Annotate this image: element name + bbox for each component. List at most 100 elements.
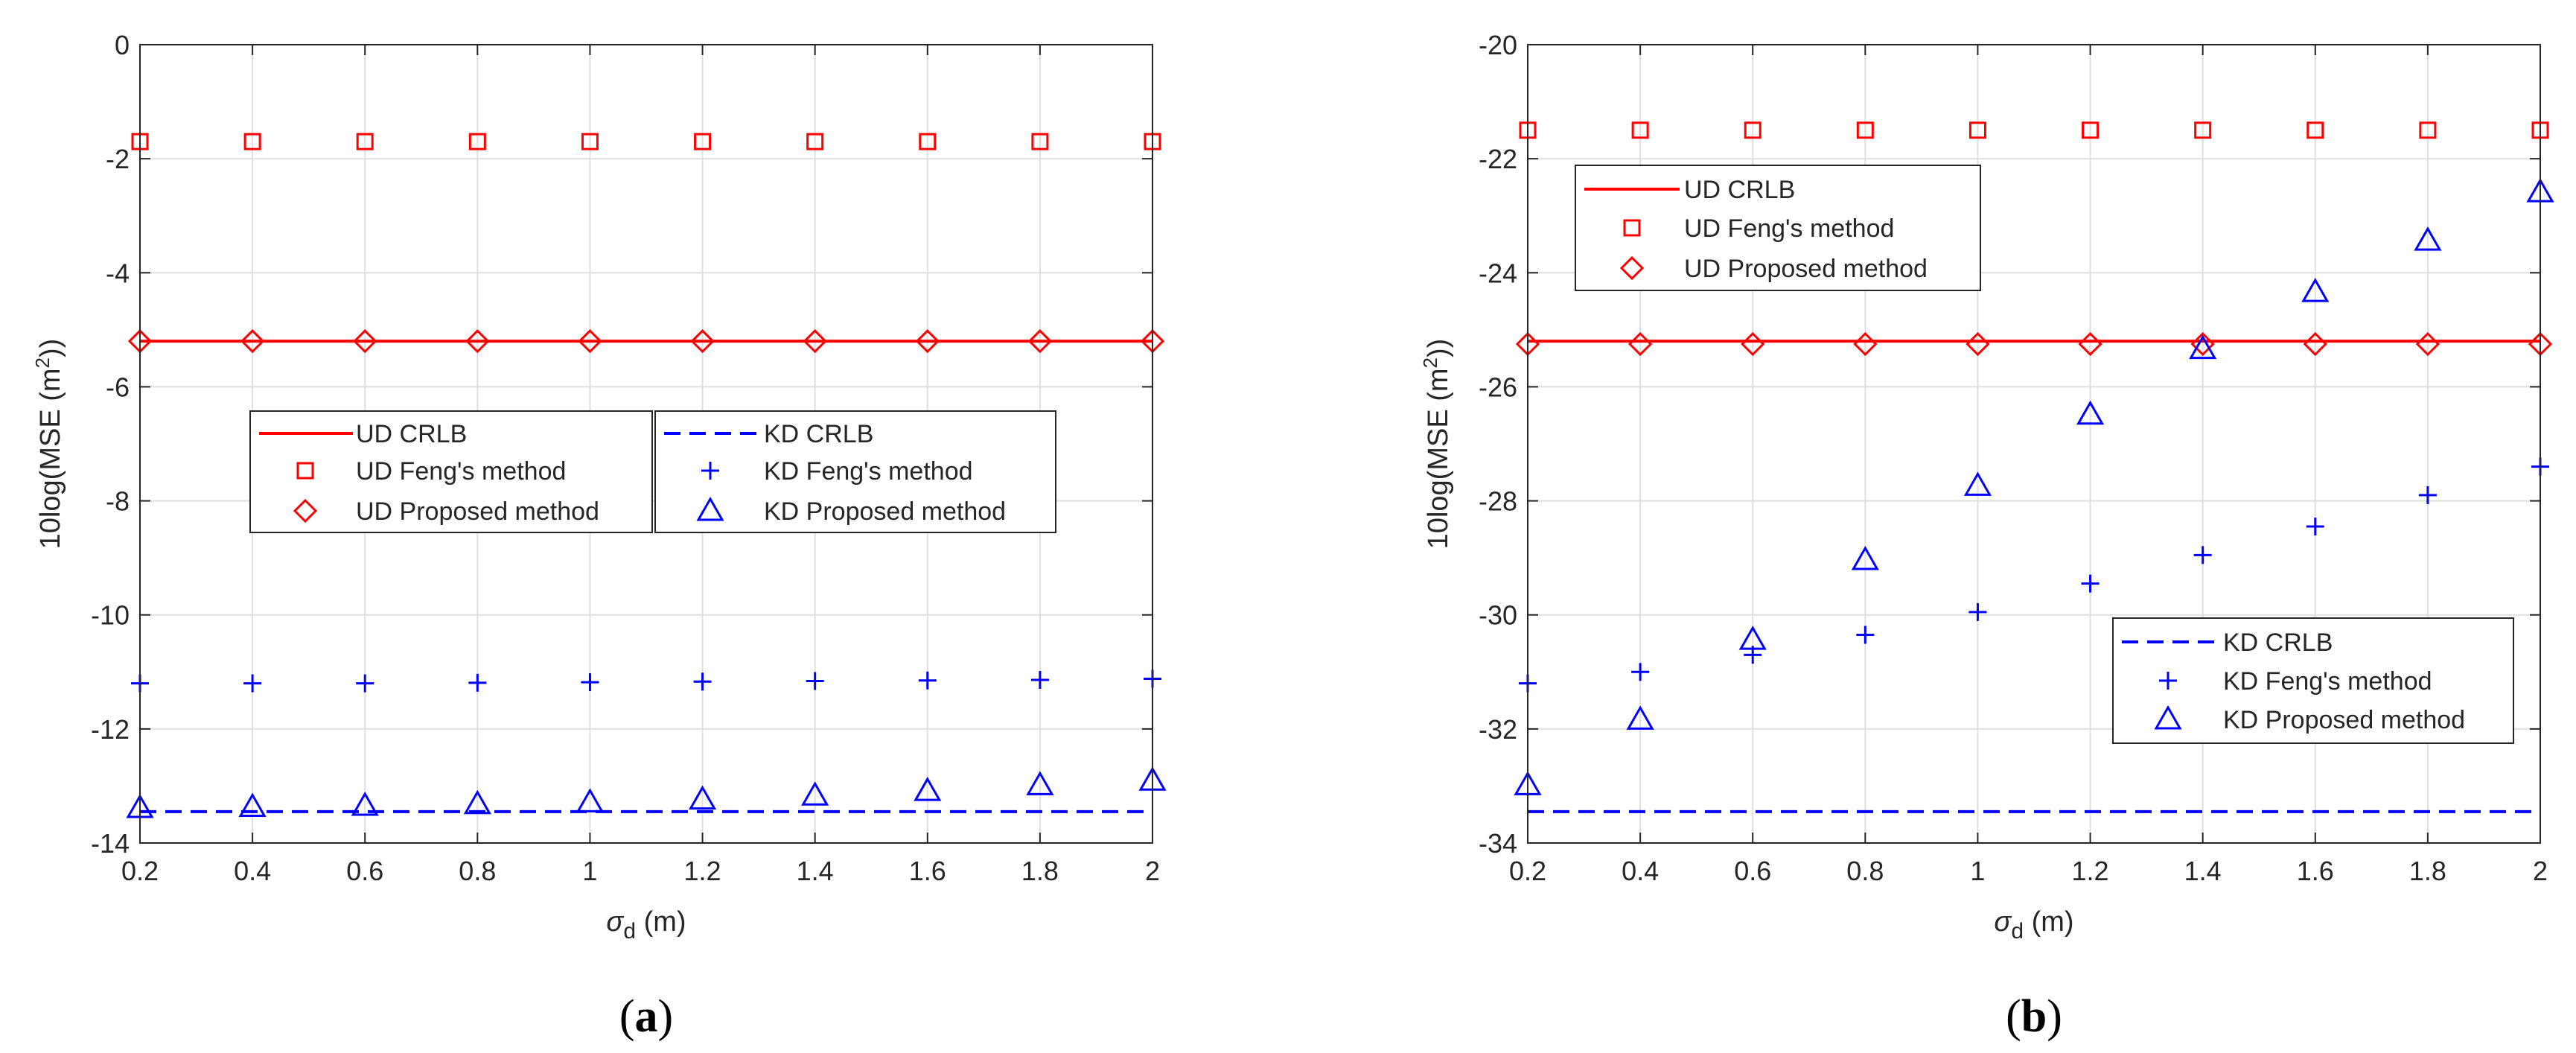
legend-box [2112, 617, 2514, 744]
legend-label-ud-crlb: UD CRLB [1684, 176, 1795, 204]
x-tick-label: 0.4 [1622, 856, 1659, 886]
data-point-ud-proposed-method [2415, 331, 2440, 357]
data-point-ud-proposed-method [465, 329, 490, 354]
data-point-kd-feng-s-method [693, 672, 712, 691]
y-tick-label: -22 [1479, 144, 1517, 174]
data-point-kd-proposed-method [688, 785, 717, 810]
y-tick-label: -2 [106, 144, 130, 174]
x-tick-label: 1.8 [1021, 856, 1059, 886]
x-tick-label: 1.4 [2184, 856, 2222, 886]
y-tick-label: -10 [91, 600, 130, 631]
legend-box [654, 410, 1056, 533]
x-tick-label: 2 [1145, 856, 1160, 886]
data-point-ud-feng-s-method [468, 133, 486, 150]
data-point-ud-proposed-method [1627, 331, 1653, 357]
data-point-kd-proposed-method [1851, 545, 1879, 570]
data-point-ud-feng-s-method [2306, 121, 2324, 139]
legend-label-ud-proposed: UD Proposed method [1684, 255, 1928, 283]
legend-label-kd-proposed: KD Proposed method [764, 497, 1006, 526]
series-kd-feng-s-method [131, 669, 1161, 693]
panel-label-b: (b) [2006, 991, 2062, 1042]
data-point-ud-feng-s-method [806, 133, 824, 150]
data-point-ud-proposed-method [2078, 331, 2102, 357]
data-point-ud-proposed-method [1027, 329, 1053, 354]
data-point-ud-proposed-method [1966, 331, 1990, 357]
data-point-kd-feng-s-method [2418, 486, 2437, 504]
x-tick-label: 0.4 [234, 856, 271, 886]
data-point-ud-feng-s-method [919, 133, 937, 150]
data-point-ud-feng-s-method [2194, 121, 2212, 139]
data-point-kd-proposed-method [801, 781, 829, 806]
data-point-ud-feng-s-method [2419, 121, 2437, 139]
data-point-ud-feng-s-method [356, 133, 374, 150]
x-tick-label: 0.2 [121, 856, 159, 886]
y-tick-label: -30 [1479, 600, 1517, 631]
data-point-ud-feng-s-method [1856, 121, 1874, 139]
data-point-kd-proposed-method [1626, 705, 1654, 730]
data-point-kd-proposed-method [2414, 226, 2442, 251]
x-tick-label: 1.2 [684, 856, 721, 886]
legend-label-ud-feng: UD Feng's method [1684, 214, 1894, 243]
data-point-ud-proposed-method [353, 329, 377, 354]
legend-ud-a: UD CRLB UD Feng's method UD Proposed met… [249, 410, 653, 533]
x-tick-label: 0.8 [459, 856, 496, 886]
data-point-ud-feng-s-method [1031, 133, 1049, 150]
data-point-kd-proposed-method [914, 777, 942, 801]
legend-swatch-ud-proposed [293, 498, 318, 524]
ticks-a: 0.2 0.4 0.6 0.8 1 1.2 1.4 1.6 1.8 2 -14 -12 -10 -8 -6 -… [91, 30, 1160, 886]
legend-label-ud-proposed: UD Proposed method [356, 497, 599, 526]
y-tick-label: -32 [1479, 714, 1517, 745]
x-tick-label: 1.6 [2297, 856, 2334, 886]
data-point-kd-feng-s-method [1631, 663, 1650, 681]
legend-label-kd-feng: KD Feng's method [2223, 667, 2432, 696]
data-point-kd-proposed-method [2076, 400, 2105, 425]
x-tick-label: 0.2 [1509, 856, 1546, 886]
ticks-b: 0.2 0.4 0.6 0.8 1 1.2 1.4 1.6 1.8 2 -34 -32 -30 -28 -2… [1479, 30, 2548, 886]
legend-box [249, 410, 653, 533]
legend-box [1575, 165, 1981, 291]
data-point-ud-feng-s-method [1631, 121, 1649, 139]
y-tick-label: -14 [91, 828, 130, 859]
data-point-kd-feng-s-method [2193, 546, 2212, 564]
x-tick-label: 1.2 [2072, 856, 2109, 886]
x-tick-label: 0.6 [1734, 856, 1771, 886]
data-point-ud-proposed-method [690, 329, 715, 354]
legend-ud-b: UD CRLB UD Feng's method UD Proposed met… [1575, 165, 1981, 291]
legend-label-ud-crlb: UD CRLB [356, 420, 467, 448]
data-point-kd-feng-s-method [806, 672, 824, 690]
legend-swatch-kd-proposed [696, 496, 724, 521]
y-tick-label: 0 [115, 30, 130, 60]
panel-label-a: (a) [619, 991, 673, 1042]
legend-label-kd-proposed: KD Proposed method [2223, 706, 2465, 734]
y-axis-label-a: 10log(MSE (m2)) [31, 339, 66, 550]
data-point-ud-proposed-method [2303, 331, 2327, 357]
legend-swatch-kd-proposed [2154, 704, 2182, 730]
legend-swatch-kd-feng [2159, 672, 2177, 690]
data-point-kd-proposed-method [2301, 278, 2330, 302]
y-tick-label: -6 [106, 372, 130, 402]
legend-label-kd-feng: KD Feng's method [764, 457, 973, 486]
data-point-kd-proposed-method [463, 789, 491, 815]
x-axis-label-b: σd (m) [1994, 906, 2073, 944]
data-point-ud-proposed-method [803, 329, 827, 354]
data-point-kd-feng-s-method [918, 671, 937, 690]
y-tick-label: -8 [106, 486, 130, 517]
data-point-kd-proposed-method [1738, 626, 1767, 650]
y-tick-label: -20 [1479, 30, 1517, 60]
x-tick-label: 1.8 [2409, 856, 2446, 886]
data-point-kd-feng-s-method [2081, 574, 2100, 593]
data-point-ud-proposed-method [578, 329, 602, 354]
x-tick-label: 1 [582, 856, 597, 886]
x-tick-label: 0.6 [346, 856, 383, 886]
x-tick-label: 1 [1970, 856, 1985, 886]
legend-swatch-ud-feng [296, 462, 314, 480]
panel-b: 0.2 0.4 0.6 0.8 1 1.2 1.4 1.6 1.8 2 -34 -32 -30 -28 -2… [1419, 30, 2554, 1042]
data-point-kd-proposed-method [576, 788, 605, 812]
data-point-ud-proposed-method [2190, 331, 2215, 357]
data-point-kd-feng-s-method [1968, 602, 1987, 621]
data-point-kd-feng-s-method [243, 674, 262, 693]
data-point-kd-feng-s-method [1030, 671, 1049, 690]
legend-label-kd-crlb: KD CRLB [2223, 629, 2333, 657]
legend-swatch-ud-feng [1623, 219, 1641, 237]
